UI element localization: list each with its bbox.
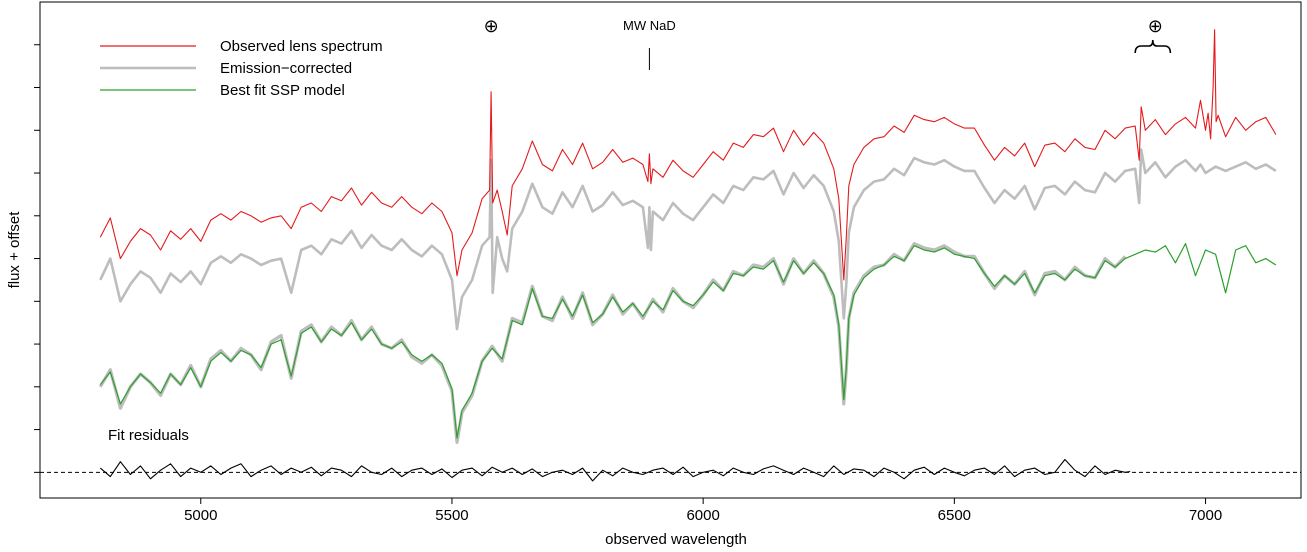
x-tick-label: 6000: [686, 507, 719, 524]
annotation-label: ⊕: [484, 16, 499, 36]
annotation-label: ⊕: [1148, 16, 1163, 36]
series-line-residuals: [99, 458, 1131, 482]
annotation-brace: [1134, 39, 1172, 54]
legend: Observed lens spectrum Emission−corrected…: [100, 38, 383, 99]
x-tick-label: 5500: [435, 507, 468, 524]
y-axis: [34, 44, 40, 473]
series-line-model: [99, 243, 1277, 439]
series-layer: [98, 29, 1277, 482]
legend-label-corrected: Emission−corrected: [220, 60, 352, 77]
y-axis-label: flux + offset: [6, 211, 23, 289]
series-line-corrected-lower: [98, 242, 1127, 444]
x-axis-label: observed wavelength: [605, 531, 747, 548]
x-axis: 5000 5500 6000 6500 7000: [184, 498, 1222, 524]
x-tick-label: 7000: [1189, 507, 1222, 524]
residuals-label: Fit residuals: [108, 427, 189, 444]
annotation-label: MW NaD: [623, 18, 676, 33]
plot-frame: [39, 1, 1302, 499]
series-line-corrected: [99, 148, 1277, 331]
annotation-layer: ⊕ MW NaD ⊕: [484, 16, 1172, 70]
x-tick-label: 6500: [938, 507, 971, 524]
legend-label-model: Best fit SSP model: [220, 82, 345, 99]
legend-label-observed: Observed lens spectrum: [220, 38, 383, 55]
series-line-observed: [99, 29, 1277, 281]
x-tick-label: 5000: [184, 507, 217, 524]
